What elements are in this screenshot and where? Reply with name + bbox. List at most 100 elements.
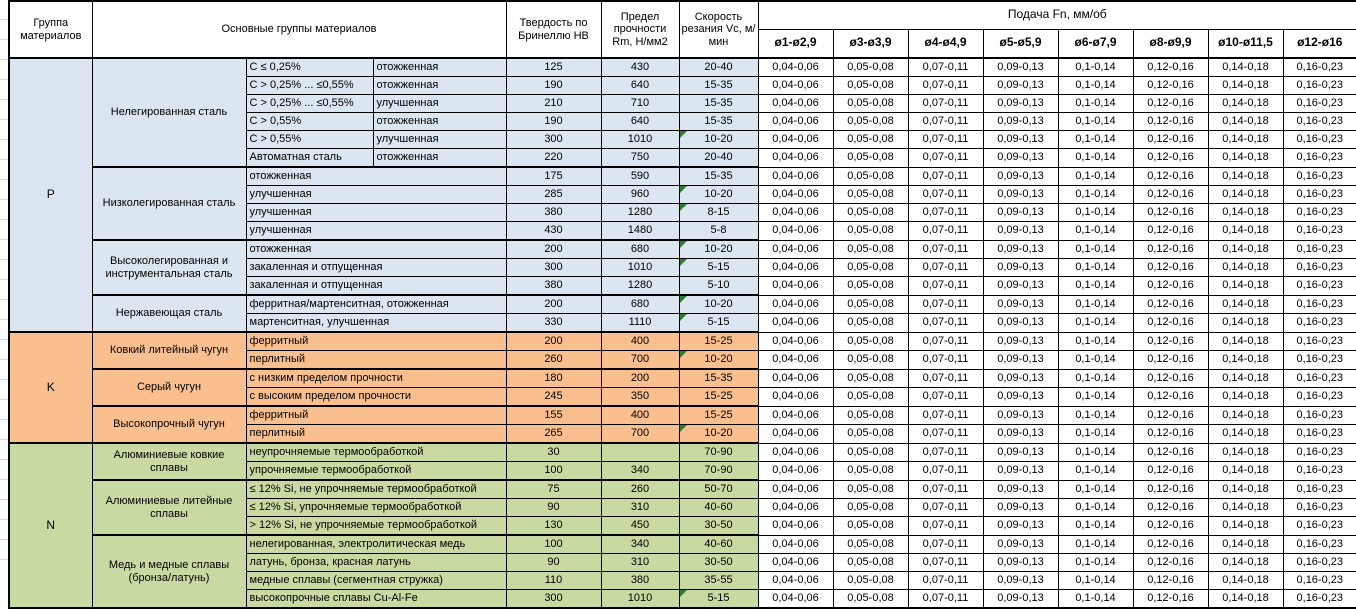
strength-rm-cell: 450 bbox=[600, 516, 680, 536]
cutting-speed-vc-cell: 5-15 bbox=[678, 258, 759, 277]
strength-rm-cell: 1010 bbox=[600, 589, 680, 609]
feed-value-cell: 0,16-0,23 bbox=[1282, 112, 1356, 131]
feed-value-cell: 0,16-0,23 bbox=[1282, 185, 1356, 204]
feed-value-cell: 0,07-0,11 bbox=[907, 571, 984, 590]
sheet-gridlines-left bbox=[0, 0, 8, 573]
feed-value-cell: 0,16-0,23 bbox=[1282, 166, 1356, 186]
feed-value-cell: 0,04-0,06 bbox=[757, 571, 834, 590]
hardness-hb-cell: 130 bbox=[505, 516, 602, 536]
table-row: улучшенная 285 960 10-20 0,04-0,06 0,05-0,08 0… bbox=[9, 185, 1356, 204]
cutting-speed-vc-cell: 40-60 bbox=[678, 498, 759, 517]
feed-value-cell: 0,12-0,16 bbox=[1132, 130, 1209, 149]
feed-value-cell: 0,09-0,13 bbox=[982, 221, 1059, 241]
feed-value-cell: 0,16-0,23 bbox=[1282, 221, 1356, 241]
strength-rm-cell: 710 bbox=[600, 94, 680, 113]
material-subgroup-name-cell: Низколегированная сталь bbox=[91, 166, 247, 241]
col-header-diameter-1: ø1-ø2,9 bbox=[757, 28, 834, 59]
strength-rm-cell: 700 bbox=[600, 424, 680, 444]
feed-value-cell: 0,09-0,13 bbox=[982, 294, 1059, 314]
feed-value-cell: 0,12-0,16 bbox=[1132, 221, 1209, 241]
material-subgroup-name-cell: Ковкий литейный чугун bbox=[91, 331, 247, 370]
col-header-feed-title: Подача Fn, мм/об bbox=[757, 0, 1356, 30]
group-code-cell: N bbox=[8, 442, 93, 609]
feed-value-cell: 0,1-0,14 bbox=[1057, 239, 1134, 259]
feed-value-cell: 0,09-0,13 bbox=[982, 258, 1059, 277]
material-description-cell: мартенситная, улучшенная bbox=[245, 313, 507, 333]
feed-value-cell: 0,07-0,11 bbox=[907, 405, 984, 425]
cutting-speed-vc-cell: 10-20 bbox=[678, 424, 759, 444]
material-description-cell: медные сплавы (сегментная стружка) bbox=[245, 571, 507, 590]
material-variant-cell: С ≤ 0,25% bbox=[245, 57, 374, 77]
feed-value-cell: 0,07-0,11 bbox=[907, 331, 984, 351]
feed-value-cell: 0,1-0,14 bbox=[1057, 424, 1134, 444]
feed-value-cell: 0,12-0,16 bbox=[1132, 166, 1209, 186]
feed-value-cell: 0,1-0,14 bbox=[1057, 553, 1134, 572]
cutting-speed-vc-cell: 50-70 bbox=[678, 479, 759, 499]
feed-value-cell: 0,14-0,18 bbox=[1207, 368, 1284, 388]
cutting-speed-vc-cell: 10-20 bbox=[678, 239, 759, 259]
cell-corner-flag-icon bbox=[680, 186, 687, 193]
feed-value-cell: 0,14-0,18 bbox=[1207, 166, 1284, 186]
hardness-hb-cell: 330 bbox=[505, 313, 602, 333]
feed-value-cell: 0,09-0,13 bbox=[982, 553, 1059, 572]
material-description-cell: нелегированная, электролитическая медь bbox=[245, 534, 507, 554]
hardness-hb-cell: 300 bbox=[505, 258, 602, 277]
feed-value-cell: 0,04-0,06 bbox=[757, 516, 834, 536]
feed-value-cell: 0,12-0,16 bbox=[1132, 387, 1209, 407]
feed-value-cell: 0,05-0,08 bbox=[832, 76, 909, 95]
feed-value-cell: 0,16-0,23 bbox=[1282, 203, 1356, 222]
feed-value-cell: 0,16-0,23 bbox=[1282, 313, 1356, 333]
table-row: Автоматная сталь отожженная 220 750 20-40 0,0… bbox=[9, 148, 1356, 168]
feed-value-cell: 0,14-0,18 bbox=[1207, 571, 1284, 590]
hardness-hb-cell: 245 bbox=[505, 387, 602, 407]
feed-value-cell: 0,04-0,06 bbox=[757, 498, 834, 517]
feed-value-cell: 0,05-0,08 bbox=[832, 94, 909, 113]
feed-value-cell: 0,14-0,18 bbox=[1207, 589, 1284, 609]
feed-value-cell: 0,09-0,13 bbox=[982, 276, 1059, 296]
feed-value-cell: 0,07-0,11 bbox=[907, 461, 984, 481]
feed-value-cell: 0,16-0,23 bbox=[1282, 331, 1356, 351]
table-row: N Алюминиевые ковкие сплавы неупрочняемые … bbox=[8, 442, 1356, 609]
feed-value-cell: 0,07-0,11 bbox=[907, 258, 984, 277]
material-variant-cell: С > 0,55% bbox=[245, 130, 374, 149]
feed-value-cell: 0,05-0,08 bbox=[832, 239, 909, 259]
feed-value-cell: 0,12-0,16 bbox=[1132, 516, 1209, 536]
feed-value-cell: 0,12-0,16 bbox=[1132, 94, 1209, 113]
feed-value-cell: 0,09-0,13 bbox=[982, 130, 1059, 149]
feed-value-cell: 0,04-0,06 bbox=[757, 258, 834, 277]
feed-value-cell: 0,07-0,11 bbox=[907, 203, 984, 222]
feed-value-cell: 0,12-0,16 bbox=[1132, 258, 1209, 277]
cutting-speed-vc-cell: 70-90 bbox=[678, 442, 759, 462]
feed-value-cell: 0,1-0,14 bbox=[1057, 498, 1134, 517]
table-row: закаленная и отпущенная 300 1010 5-15 0,04-0… bbox=[9, 258, 1356, 277]
table-row: Нержавеющая сталь ферритная/мартенситная,… bbox=[9, 294, 1356, 333]
feed-value-cell: 0,16-0,23 bbox=[1282, 387, 1356, 407]
feed-value-cell: 0,05-0,08 bbox=[832, 424, 909, 444]
table-row: с высоким пределом прочности 245 350 15-25 0… bbox=[9, 387, 1356, 407]
strength-rm-cell: 680 bbox=[600, 294, 680, 314]
feed-value-cell: 0,14-0,18 bbox=[1207, 516, 1284, 536]
feed-value-cell: 0,09-0,13 bbox=[982, 405, 1059, 425]
hardness-hb-cell: 200 bbox=[505, 239, 602, 259]
table-row: Медь и медные сплавы (бронза/латунь) неле… bbox=[9, 534, 1356, 609]
material-variant-cell: С > 0,25% ... ≤0,55% bbox=[245, 76, 374, 95]
feed-value-cell: 0,09-0,13 bbox=[982, 534, 1059, 554]
feed-value-cell: 0,04-0,06 bbox=[757, 57, 834, 77]
feed-value-cell: 0,09-0,13 bbox=[982, 387, 1059, 407]
feed-value-cell: 0,09-0,13 bbox=[982, 57, 1059, 77]
feed-value-cell: 0,05-0,08 bbox=[832, 294, 909, 314]
feed-value-cell: 0,05-0,08 bbox=[832, 221, 909, 241]
feed-value-cell: 0,1-0,14 bbox=[1057, 57, 1134, 77]
cutting-speed-vc-cell: 15-25 bbox=[678, 387, 759, 407]
feed-value-cell: 0,16-0,23 bbox=[1282, 571, 1356, 590]
cutting-speed-vc-cell: 70-90 bbox=[678, 461, 759, 481]
feed-value-cell: 0,14-0,18 bbox=[1207, 387, 1284, 407]
feed-value-cell: 0,16-0,23 bbox=[1282, 276, 1356, 296]
feed-value-cell: 0,14-0,18 bbox=[1207, 276, 1284, 296]
feed-value-cell: 0,1-0,14 bbox=[1057, 461, 1134, 481]
feed-value-cell: 0,16-0,23 bbox=[1282, 239, 1356, 259]
feed-value-cell: 0,1-0,14 bbox=[1057, 148, 1134, 168]
feed-value-cell: 0,14-0,18 bbox=[1207, 221, 1284, 241]
cutting-speed-vc-cell: 15-35 bbox=[678, 166, 759, 186]
cell-corner-flag-icon bbox=[680, 204, 687, 211]
